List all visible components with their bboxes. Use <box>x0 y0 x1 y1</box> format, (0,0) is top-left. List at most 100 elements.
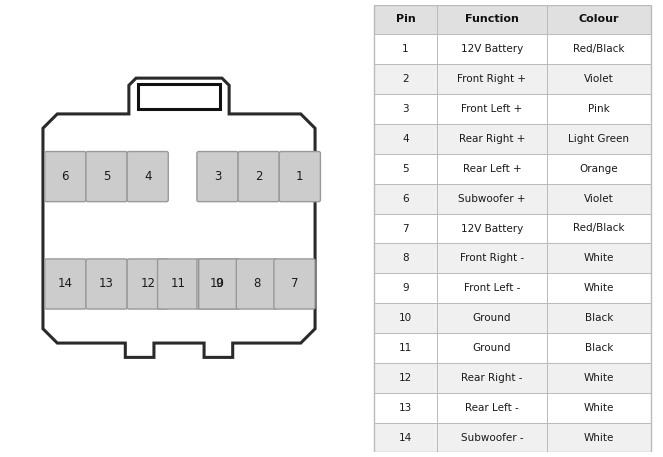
Text: Function: Function <box>465 15 519 25</box>
Text: 2: 2 <box>402 74 409 84</box>
Text: Black: Black <box>585 313 613 323</box>
Bar <box>547 154 650 184</box>
Polygon shape <box>43 78 315 357</box>
Text: Colour: Colour <box>578 15 619 25</box>
Text: Front Right -: Front Right - <box>460 253 524 263</box>
Text: 5: 5 <box>402 164 409 174</box>
Text: 9: 9 <box>215 277 223 291</box>
Text: Rear Right +: Rear Right + <box>459 134 525 144</box>
Bar <box>547 244 650 273</box>
Bar <box>138 84 220 109</box>
Bar <box>437 333 547 363</box>
Bar <box>374 34 437 64</box>
Bar <box>374 273 437 303</box>
Bar <box>547 184 650 213</box>
Bar <box>374 94 437 124</box>
FancyBboxPatch shape <box>86 152 127 202</box>
FancyBboxPatch shape <box>199 259 240 309</box>
Text: 10: 10 <box>210 277 225 291</box>
FancyBboxPatch shape <box>274 259 315 309</box>
FancyBboxPatch shape <box>127 152 168 202</box>
Text: White: White <box>583 403 614 413</box>
Text: 1: 1 <box>296 170 304 183</box>
Bar <box>437 34 547 64</box>
Text: Subwoofer +: Subwoofer + <box>458 194 526 204</box>
Text: 14: 14 <box>399 432 412 442</box>
Text: Pink: Pink <box>588 104 609 114</box>
Text: 12V Battery: 12V Battery <box>461 223 523 234</box>
Bar <box>437 154 547 184</box>
Bar <box>547 64 650 94</box>
Text: White: White <box>583 373 614 383</box>
Text: Black: Black <box>585 343 613 353</box>
Text: 8: 8 <box>402 253 409 263</box>
Bar <box>547 94 650 124</box>
Text: 4: 4 <box>402 134 409 144</box>
Text: Rear Left +: Rear Left + <box>463 164 521 174</box>
Bar <box>547 393 650 423</box>
Text: 10: 10 <box>399 313 412 323</box>
Text: 6: 6 <box>402 194 409 204</box>
Text: 12: 12 <box>399 373 412 383</box>
Bar <box>437 5 547 34</box>
Text: 6: 6 <box>62 170 69 183</box>
Text: Red/Black: Red/Black <box>573 44 625 54</box>
Text: 4: 4 <box>144 170 151 183</box>
Bar <box>547 333 650 363</box>
FancyBboxPatch shape <box>158 259 199 309</box>
Text: 12V Battery: 12V Battery <box>461 44 523 54</box>
Bar <box>437 64 547 94</box>
Bar <box>547 124 650 154</box>
FancyBboxPatch shape <box>279 152 320 202</box>
Text: 14: 14 <box>58 277 73 291</box>
Text: 7: 7 <box>402 223 409 234</box>
Bar <box>374 363 437 393</box>
Text: 2: 2 <box>255 170 263 183</box>
Bar <box>437 124 547 154</box>
Text: White: White <box>583 283 614 293</box>
Text: Violet: Violet <box>584 74 613 84</box>
Bar <box>437 94 547 124</box>
Text: Light Green: Light Green <box>568 134 629 144</box>
Bar <box>437 363 547 393</box>
FancyBboxPatch shape <box>238 152 279 202</box>
Bar <box>437 303 547 333</box>
Text: White: White <box>583 253 614 263</box>
Text: White: White <box>583 432 614 442</box>
Text: 5: 5 <box>103 170 110 183</box>
FancyBboxPatch shape <box>197 259 238 309</box>
Text: 11: 11 <box>170 277 186 291</box>
Text: Rear Left -: Rear Left - <box>465 403 519 413</box>
Text: Orange: Orange <box>579 164 618 174</box>
Text: Subwoofer -: Subwoofer - <box>461 432 523 442</box>
Bar <box>374 244 437 273</box>
Bar <box>437 184 547 213</box>
Bar <box>374 5 437 34</box>
Bar <box>547 363 650 393</box>
Bar <box>374 213 437 244</box>
FancyBboxPatch shape <box>197 152 238 202</box>
Bar <box>547 5 650 34</box>
Bar <box>437 423 547 452</box>
Text: Front Left +: Front Left + <box>461 104 522 114</box>
Text: 13: 13 <box>99 277 114 291</box>
Text: 1: 1 <box>402 44 409 54</box>
Bar <box>547 34 650 64</box>
Bar <box>374 184 437 213</box>
Bar <box>374 154 437 184</box>
FancyBboxPatch shape <box>127 259 168 309</box>
Text: 13: 13 <box>399 403 412 413</box>
Text: 9: 9 <box>402 283 409 293</box>
Bar <box>547 303 650 333</box>
FancyBboxPatch shape <box>236 259 278 309</box>
Text: 8: 8 <box>253 277 261 291</box>
Text: Violet: Violet <box>584 194 613 204</box>
Text: Front Right +: Front Right + <box>457 74 526 84</box>
Text: 7: 7 <box>290 277 298 291</box>
Bar <box>374 64 437 94</box>
Bar <box>374 393 437 423</box>
Text: Front Left -: Front Left - <box>464 283 520 293</box>
Text: Ground: Ground <box>473 343 511 353</box>
Bar <box>437 273 547 303</box>
Text: Rear Right -: Rear Right - <box>461 373 522 383</box>
